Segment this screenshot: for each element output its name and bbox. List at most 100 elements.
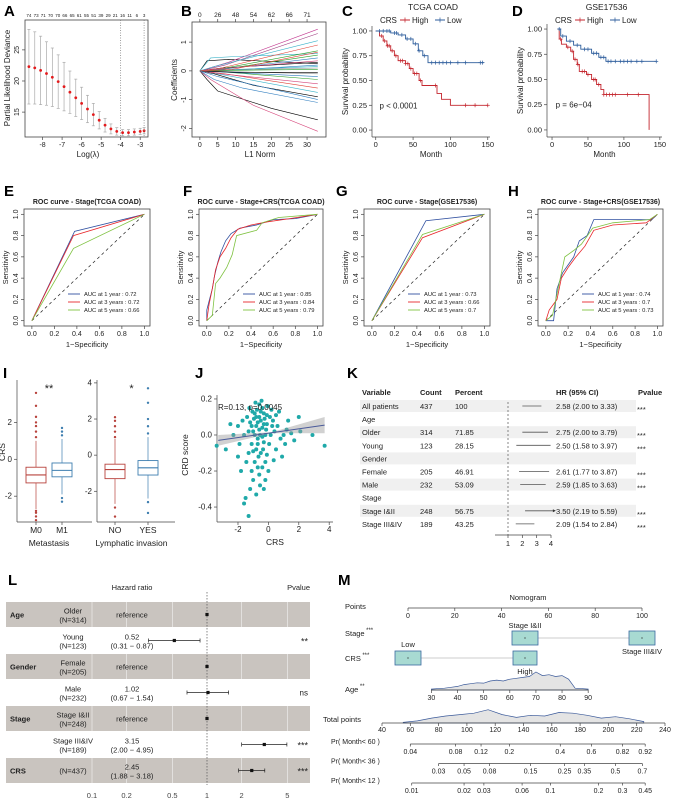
x-tick-label: 0 xyxy=(374,140,378,149)
row-ci: (0.67 − 1.54) xyxy=(111,694,154,703)
regression-line xyxy=(218,424,325,441)
x-axis-label: Log(λ) xyxy=(77,150,100,159)
points-tick-label: 0 xyxy=(406,613,410,620)
outlier xyxy=(146,500,150,504)
survival-curve-high xyxy=(557,28,650,130)
probability-tick-label: 0.4 xyxy=(555,749,565,756)
y-tick-label: 0.00 xyxy=(352,126,367,135)
data-point xyxy=(249,469,254,474)
row-variable: Stage xyxy=(362,494,382,503)
total-tick-label: 180 xyxy=(574,727,586,734)
coefficient-path xyxy=(199,60,318,72)
row-variable: All patients xyxy=(362,402,399,411)
coefficient-path xyxy=(199,70,318,100)
y-tick-label: 0.0 xyxy=(527,316,534,326)
y-tick-label: 0.0 xyxy=(353,316,360,326)
data-point xyxy=(249,441,254,446)
row-band xyxy=(6,654,310,679)
x-tick-label: -6 xyxy=(79,142,85,149)
deviance-point xyxy=(39,69,43,72)
coefficient-path xyxy=(199,70,318,73)
x-tick-label: 20 xyxy=(267,142,275,149)
top-tick-label: 11 xyxy=(127,13,132,18)
data-point xyxy=(280,454,285,459)
significance-marker: ** xyxy=(45,383,54,395)
y-axis-label: CRS xyxy=(0,443,7,461)
panel-label: A xyxy=(4,3,15,20)
coefficient-path xyxy=(199,70,318,93)
panel-label: K xyxy=(347,365,358,382)
plot-frame xyxy=(198,208,324,327)
hr-point xyxy=(262,742,266,747)
panel-label: G xyxy=(336,183,348,200)
data-point xyxy=(257,427,262,432)
deviance-point xyxy=(62,85,66,88)
row-pvalue: *** xyxy=(297,767,308,777)
y-axis-label: Partial Likelihood Deviance xyxy=(3,29,12,126)
column-header: Pvalue xyxy=(287,583,310,592)
deviance-point xyxy=(103,123,107,127)
row-variable: Age xyxy=(362,415,375,424)
significance-marker: * xyxy=(129,383,134,395)
data-point xyxy=(267,441,272,446)
data-point xyxy=(254,407,259,412)
data-point xyxy=(256,454,261,459)
outlier xyxy=(34,511,38,514)
outlier xyxy=(146,401,150,404)
y-tick-label: 0.4 xyxy=(13,273,20,283)
total-tick-label: 40 xyxy=(378,727,386,734)
probability-row-label: Pr( Month< 36 ) xyxy=(331,759,380,766)
x-tick-label: 0.5 xyxy=(167,791,177,800)
coefficient-path xyxy=(199,33,318,72)
data-point xyxy=(240,418,245,423)
roc-curve xyxy=(371,213,485,321)
top-tick-label: 62 xyxy=(268,12,276,19)
row-pvalue: *** xyxy=(297,741,308,751)
legend-title: CRS xyxy=(380,16,397,25)
row-hr: 2.58 (2.00 to 3.33) xyxy=(556,402,618,411)
x-tick-label: 5 xyxy=(285,791,289,800)
panel-f-roc: AUC at 1 year : 0.85 AUC at 3 years : 0.8… xyxy=(176,199,325,349)
hr-point xyxy=(205,664,209,669)
y-tick-label: 0.75 xyxy=(527,50,542,59)
panel-i-boxplots: -2 0 2 M0 M1 ** Metastasis -2 0 2 4 NO YES * Lymphatic… xyxy=(0,378,175,548)
data-point xyxy=(268,432,273,437)
total-points-density xyxy=(402,709,645,724)
data-point xyxy=(235,454,240,459)
row-group: Young xyxy=(63,633,84,642)
data-point xyxy=(264,422,269,427)
row-percent: 56.75 xyxy=(455,507,474,516)
data-point xyxy=(264,452,269,457)
outlier xyxy=(113,430,117,433)
y-tick-label: 0.00 xyxy=(527,125,542,134)
probability-tick-label: 0.92 xyxy=(638,749,652,756)
hr-point xyxy=(206,690,210,695)
x-tick-label: 2 xyxy=(520,539,524,548)
probability-tick-label: 0.82 xyxy=(616,749,630,756)
x-tick-label: 30 xyxy=(303,142,311,149)
legend-item: AUC at 5 years : 0.7 xyxy=(424,308,476,314)
probability-tick-label: 0.25 xyxy=(558,769,572,776)
deviance-point xyxy=(97,118,101,122)
row-hr: 1.02 xyxy=(125,685,140,694)
top-tick-label: 21 xyxy=(113,13,119,18)
data-point xyxy=(261,411,266,416)
top-tick-label: 70 xyxy=(48,13,54,18)
x-tick-label: 5 xyxy=(216,142,220,149)
y-tick-label: 0.8 xyxy=(188,231,195,241)
hr-point xyxy=(250,768,254,773)
data-point xyxy=(270,423,275,428)
x-tick-label: 0.4 xyxy=(412,331,422,338)
x-tick-label: -5 xyxy=(98,142,104,149)
data-point xyxy=(250,409,255,414)
survival-curve-low xyxy=(557,28,657,62)
panel-j-scatter: -2 0 2 4 -0.4 -0.2 0.0 0.2 R=0.13, p=0.0045 CRS CR… xyxy=(180,394,333,547)
y-tick-label: 0.8 xyxy=(353,231,360,241)
data-point xyxy=(214,443,219,448)
outlier xyxy=(34,415,38,419)
row-label: Total points xyxy=(323,715,361,724)
y-tick-label: 1.0 xyxy=(527,209,534,219)
data-point xyxy=(278,436,283,441)
legend-item: AUC at 1 year : 0.72 xyxy=(84,292,137,298)
row-variable: Gender xyxy=(362,454,388,463)
